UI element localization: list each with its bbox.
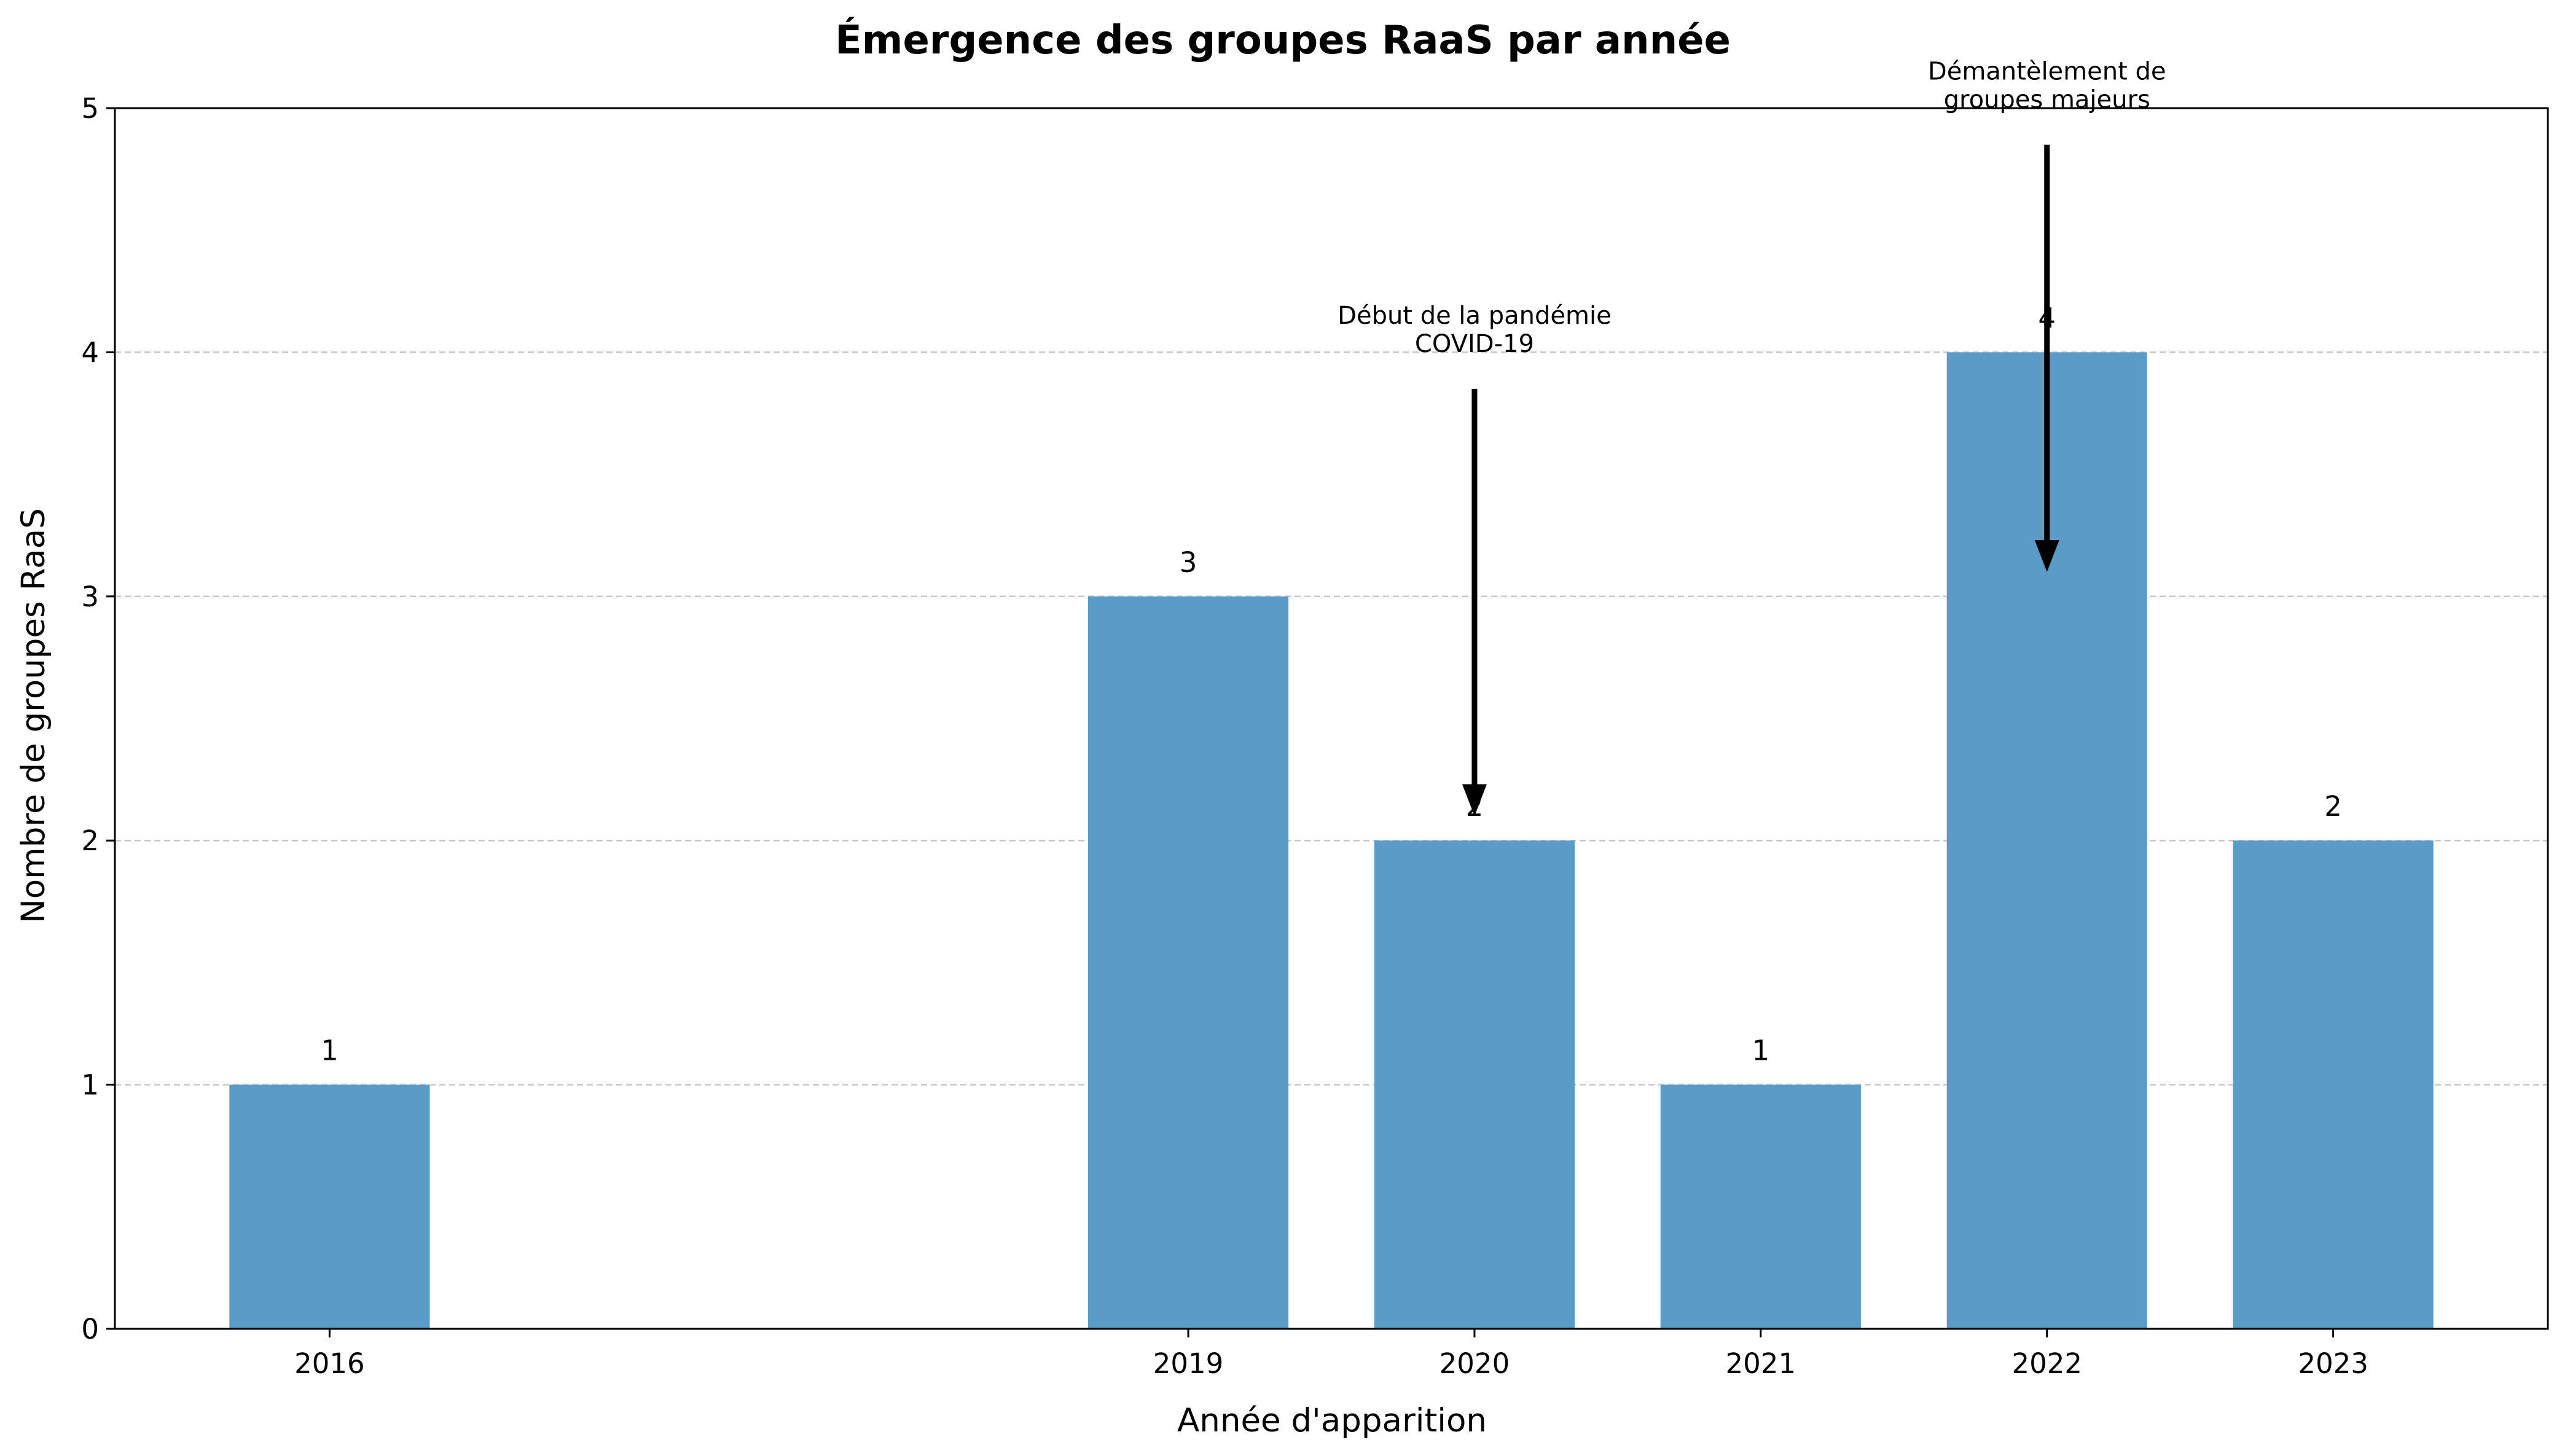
y-tick-label: 2 <box>81 824 99 857</box>
annotation-text: Début de la pandémie <box>1338 302 1612 330</box>
y-axis-ticks: 0 1 2 3 4 5 <box>81 92 115 1345</box>
annotation-text: COVID-19 <box>1415 330 1534 358</box>
bars <box>229 352 2434 1329</box>
annotation-text: Démantèlement de <box>1928 58 2166 86</box>
bar-2023 <box>2233 840 2434 1329</box>
y-tick-label: 5 <box>81 92 99 125</box>
annotation-text: groupes majeurs <box>1944 86 2150 114</box>
bar-2019 <box>1088 596 1289 1329</box>
value-labels: 132142 <box>321 302 2342 1067</box>
x-tick-label: 2021 <box>1726 1347 1796 1380</box>
annotation-arrow-head <box>1462 784 1487 816</box>
bar-2021 <box>1660 1084 1861 1329</box>
x-tick-label: 2016 <box>294 1347 365 1380</box>
bar-2016 <box>229 1084 430 1329</box>
bar-2020 <box>1374 840 1575 1329</box>
y-tick-label: 0 <box>81 1313 99 1345</box>
x-axis-ticks: 2016 2019 2020 2021 2022 2023 <box>294 1329 2368 1380</box>
x-axis-label: Année d'apparition <box>1177 1402 1487 1439</box>
chart-title: Émergence des groupes RaaS par année <box>835 17 1731 63</box>
annotation-arrow-head <box>2034 540 2059 573</box>
value-label: 2 <box>2324 790 2342 823</box>
y-axis-label: Nombre de groupes RaaS <box>15 508 52 923</box>
y-tick-label: 4 <box>81 336 99 369</box>
x-tick-label: 2020 <box>1440 1347 1510 1380</box>
x-tick-label: 2022 <box>2012 1347 2082 1380</box>
value-label: 1 <box>1752 1035 1770 1067</box>
plot-frame <box>114 107 2549 1330</box>
x-tick-label: 2019 <box>1153 1347 1224 1380</box>
value-label: 3 <box>1180 546 1197 579</box>
x-tick-label: 2023 <box>2298 1347 2368 1380</box>
value-label: 1 <box>321 1035 339 1067</box>
y-tick-label: 1 <box>81 1069 99 1102</box>
y-tick-label: 3 <box>81 581 99 613</box>
